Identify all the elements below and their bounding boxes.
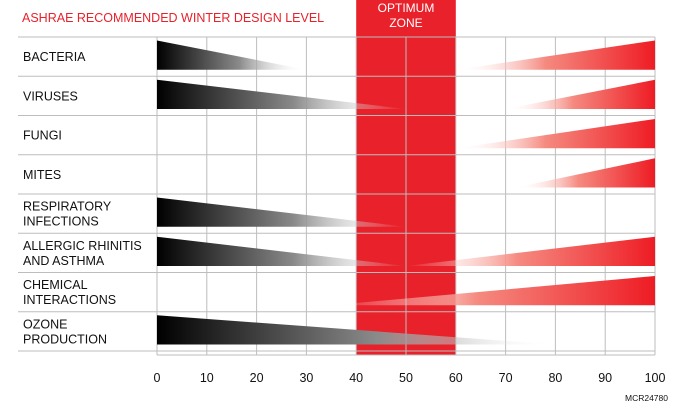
row-label-line1: CHEMICAL	[23, 278, 88, 292]
dry-wedge	[157, 40, 307, 70]
row-label-line1: OZONE	[23, 317, 67, 331]
x-tick-label: 20	[250, 371, 264, 385]
x-tick-label: 50	[399, 371, 413, 385]
dry-wedge	[157, 236, 406, 266]
row-label: BACTERIA	[23, 50, 86, 64]
x-tick-label: 30	[299, 371, 313, 385]
x-tick-label: 90	[598, 371, 612, 385]
optimum-zone-label-line1: OPTIMUM	[378, 1, 435, 15]
wet-wedge	[406, 236, 655, 266]
wet-wedge	[455, 119, 655, 149]
wet-wedge	[455, 40, 655, 70]
row-label-line2: AND ASTHMA	[23, 254, 105, 268]
row-label-line2: INFECTIONS	[23, 215, 99, 229]
x-tick-label: 0	[154, 371, 161, 385]
x-tick-label: 60	[449, 371, 463, 385]
x-tick-label: 80	[548, 371, 562, 385]
row-label-line1: RESPIRATORY	[23, 200, 112, 214]
wet-wedge	[515, 158, 655, 188]
x-tick-label: 40	[349, 371, 363, 385]
dry-wedge	[157, 315, 556, 345]
optimum-zone-label-line2: ZONE	[389, 16, 422, 30]
x-tick-label: 100	[645, 371, 666, 385]
figure-code: MCR24780	[625, 393, 668, 403]
row-label-line1: ALLERGIC RHINITIS	[23, 239, 142, 253]
dry-wedge	[157, 197, 406, 227]
wet-wedge	[331, 276, 655, 306]
row-label: FUNGI	[23, 129, 62, 143]
wet-wedge	[505, 79, 655, 109]
row-label: MITES	[23, 168, 61, 182]
x-tick-label: 70	[499, 371, 513, 385]
dry-wedge	[157, 79, 406, 109]
row-label-line2: INTERACTIONS	[23, 293, 116, 307]
x-tick-label: 10	[200, 371, 214, 385]
row-label: VIRUSES	[23, 89, 78, 103]
row-label-line2: PRODUCTION	[23, 332, 107, 346]
header-title: ASHRAE RECOMMENDED WINTER DESIGN LEVEL	[22, 11, 324, 25]
